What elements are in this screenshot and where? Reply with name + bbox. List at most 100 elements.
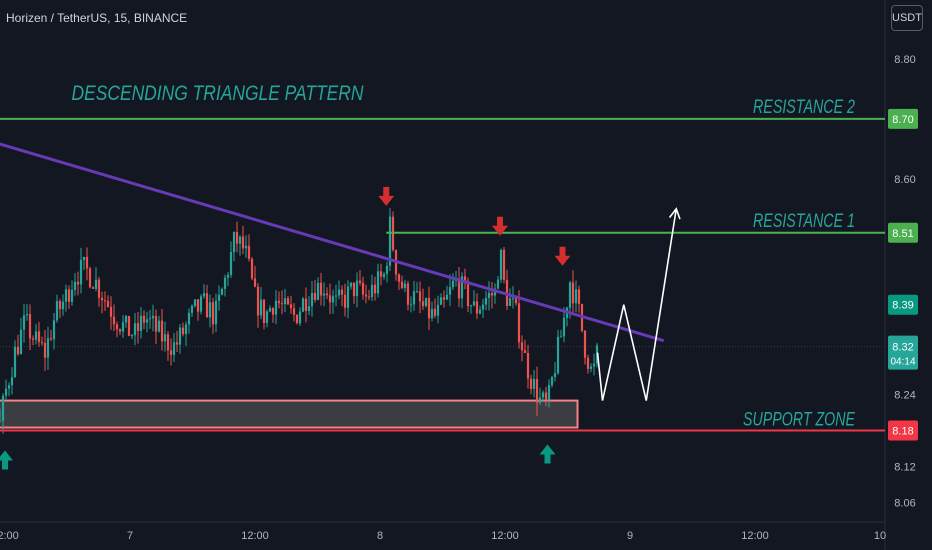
candle-body xyxy=(259,299,263,316)
candle-body xyxy=(40,342,44,344)
candle-body xyxy=(274,300,278,315)
y-tick-label: 8.60 xyxy=(894,174,915,186)
candle-body xyxy=(349,282,353,287)
support-zone-box xyxy=(0,399,579,429)
price-label-badge xyxy=(888,294,918,315)
candle-body xyxy=(49,338,53,340)
candle-body xyxy=(520,342,524,351)
candle-body xyxy=(442,297,446,300)
candle-body xyxy=(556,336,560,374)
candle-body xyxy=(475,301,479,314)
candle-body xyxy=(235,232,239,244)
candle-body xyxy=(169,350,173,355)
candle-body xyxy=(562,317,566,337)
candle-body xyxy=(247,245,251,259)
candle-body xyxy=(154,315,158,332)
candle-body xyxy=(190,305,194,313)
candle-body xyxy=(577,289,581,304)
candle-body xyxy=(178,327,182,345)
candle-body xyxy=(268,308,272,312)
candle-body xyxy=(340,289,344,295)
candle-body xyxy=(289,304,293,309)
x-tick-label: 12:00 xyxy=(241,530,269,542)
price-label-text: 8.51 xyxy=(892,228,913,240)
candle-body xyxy=(541,392,545,398)
candle-body xyxy=(592,363,596,367)
candle-body xyxy=(142,315,146,323)
candle-body xyxy=(346,286,350,308)
candle-body xyxy=(574,289,578,304)
candle-body xyxy=(82,256,86,260)
up-arrow-icon xyxy=(0,450,13,470)
candle-body xyxy=(184,324,188,335)
candle-body xyxy=(70,289,74,302)
candle-body xyxy=(307,306,311,311)
currency-button[interactable]: USDT xyxy=(891,5,923,31)
candle-body xyxy=(58,301,62,310)
candle-body xyxy=(127,315,131,337)
candle-body xyxy=(112,316,116,325)
candle-body xyxy=(244,245,248,249)
candle-body xyxy=(568,282,572,308)
candle-body xyxy=(193,299,197,306)
projection-arrowhead xyxy=(668,207,681,220)
candle-body xyxy=(250,258,254,279)
candle-body xyxy=(109,306,113,317)
candle-body xyxy=(547,385,551,401)
candle-body xyxy=(583,330,587,358)
candle-body xyxy=(115,324,119,330)
price-label-badge xyxy=(888,108,918,129)
candle-body xyxy=(367,296,371,298)
candle-body xyxy=(34,331,38,340)
candle-body xyxy=(385,265,389,275)
candle-body xyxy=(64,289,68,302)
candle-body xyxy=(328,295,332,303)
candle-body xyxy=(298,311,302,324)
candle-body xyxy=(295,314,299,324)
candle-body xyxy=(331,296,335,303)
x-tick-label: 12:00 xyxy=(0,530,19,542)
candle-body xyxy=(229,252,233,275)
candle-body xyxy=(511,298,515,300)
candle-body xyxy=(199,296,203,312)
x-tick-label: 12:00 xyxy=(741,530,769,542)
candle-body xyxy=(370,284,374,298)
candle-body xyxy=(256,286,260,316)
candle-body xyxy=(430,308,434,319)
projection-path xyxy=(596,208,678,401)
candle-body xyxy=(439,297,443,305)
x-tick-label: 9 xyxy=(627,530,633,542)
price-label-text: 8.18 xyxy=(892,426,913,438)
down-arrow-icon xyxy=(492,216,508,236)
x-tick-label: 8 xyxy=(377,530,383,542)
candle-body xyxy=(130,335,134,337)
price-label-badge xyxy=(888,420,918,441)
down-arrow-icon xyxy=(554,246,571,266)
resistance-2-label: RESISTANCE 2 xyxy=(753,97,855,118)
candle-body xyxy=(217,294,221,301)
candle-body xyxy=(103,300,107,302)
candle-body xyxy=(226,274,230,278)
candle-body xyxy=(334,295,338,297)
candle-body xyxy=(136,323,140,331)
current-price-badge xyxy=(888,335,918,370)
candle-body xyxy=(121,322,125,332)
candle-body xyxy=(31,338,35,340)
price-label-text: 8.70 xyxy=(892,114,913,126)
candle-body xyxy=(508,298,512,306)
candle-body xyxy=(265,311,269,324)
resistance-1-label: RESISTANCE 1 xyxy=(753,211,855,232)
candle-body xyxy=(379,271,383,277)
candle-body xyxy=(76,281,80,285)
candle-body xyxy=(0,420,2,422)
candle-body xyxy=(277,300,281,304)
candle-body xyxy=(352,282,356,297)
candle-body xyxy=(271,308,275,315)
candle-body xyxy=(148,318,152,320)
candle-body xyxy=(403,283,407,289)
descending-trendline xyxy=(0,142,665,343)
candle-body xyxy=(106,300,110,307)
candle-body xyxy=(124,315,128,323)
